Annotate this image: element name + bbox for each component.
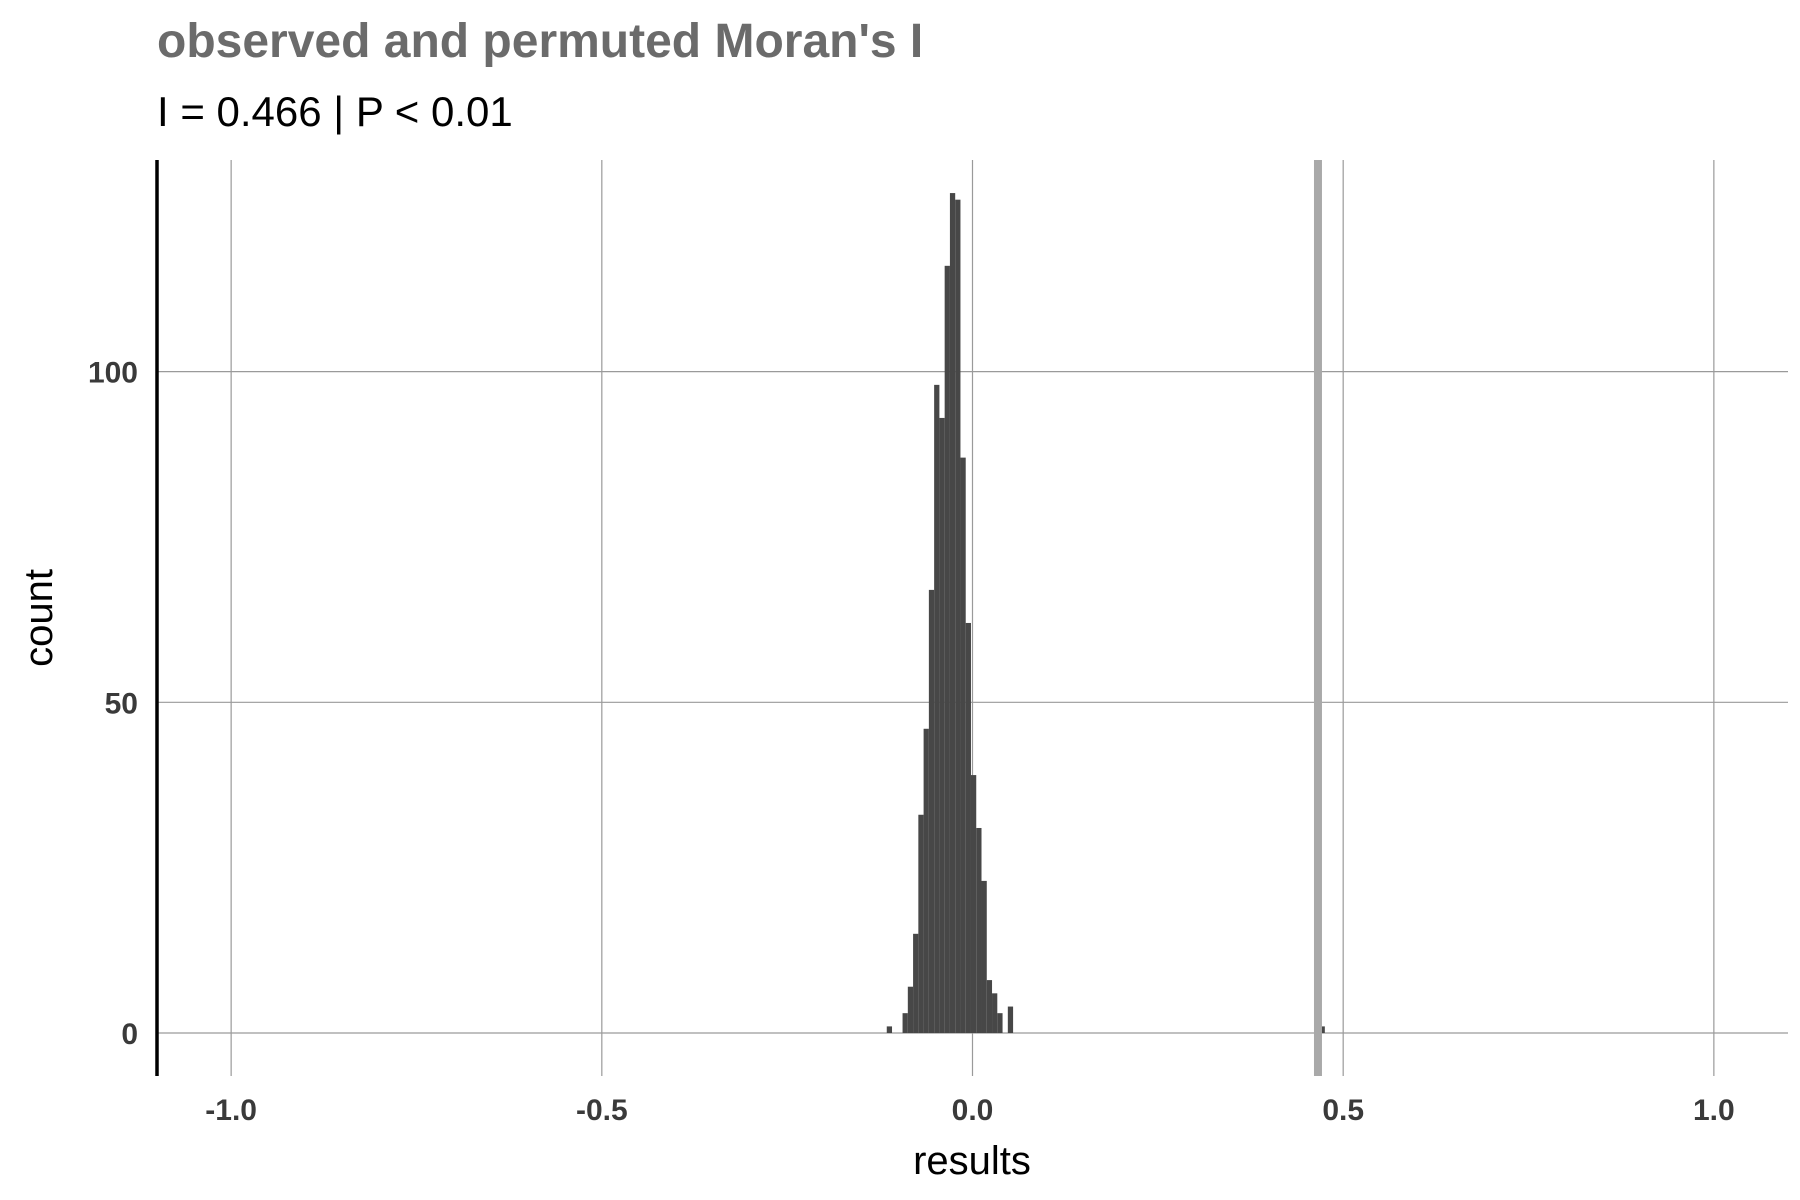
histogram-bar [1007, 1006, 1014, 1034]
x-tick-label: -1.0 [205, 1094, 257, 1127]
histogram-bar [944, 265, 950, 1034]
histogram-bar [970, 775, 977, 1034]
y-tick-label: 0 [121, 1018, 138, 1051]
histogram-bar [939, 417, 945, 1034]
histogram-bar [955, 199, 961, 1034]
y-tick-label: 50 [105, 687, 138, 720]
histogram-bar [997, 1013, 1003, 1034]
histogram-bar [992, 993, 998, 1034]
chart-subtitle: I = 0.466 | P < 0.01 [157, 88, 513, 135]
x-axis-title: results [913, 1139, 1031, 1183]
histogram-bar [960, 457, 966, 1034]
histogram-bar [949, 193, 956, 1034]
histogram-bar [902, 1013, 908, 1034]
histogram-bar [923, 728, 929, 1034]
y-axis-title: count [17, 569, 61, 667]
gridlines [157, 160, 1788, 1076]
x-tick-label: 0.5 [1322, 1094, 1364, 1127]
histogram-bars [886, 193, 1325, 1034]
histogram-bar [934, 384, 940, 1034]
x-tick-label: -0.5 [576, 1094, 628, 1127]
x-tick-label: 0.0 [952, 1094, 994, 1127]
x-tick-labels: -1.0 -0.5 0.0 0.5 1.0 [205, 1094, 1734, 1127]
chart-title: observed and permuted Moran's I [157, 15, 924, 68]
histogram-bar [918, 814, 924, 1034]
histogram-bar [928, 589, 935, 1034]
histogram-bar [886, 1026, 893, 1034]
histogram-bar [986, 980, 993, 1034]
histogram-bar [1319, 1026, 1325, 1034]
histogram-bar [907, 986, 914, 1034]
histogram-bar [913, 933, 919, 1034]
histogram-bar [976, 827, 982, 1034]
x-tick-label: 1.0 [1693, 1094, 1735, 1127]
y-tick-labels: 0 50 100 [88, 357, 138, 1051]
histogram-bar [965, 622, 971, 1034]
histogram-bar [981, 880, 987, 1034]
y-tick-label: 100 [88, 357, 138, 390]
